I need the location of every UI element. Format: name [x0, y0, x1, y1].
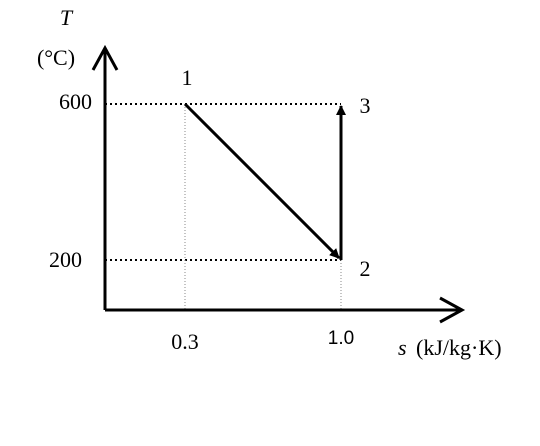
y-unit: (°C) — [37, 45, 75, 70]
point-label: 1 — [182, 65, 193, 90]
point-label: 2 — [360, 256, 371, 281]
x-label: s — [398, 335, 407, 360]
y-tick-label: 600 — [59, 89, 92, 114]
x-axis-arrow — [439, 296, 466, 324]
x-unit: (kJ/kg·K) — [416, 335, 502, 360]
y-label: T — [60, 5, 74, 30]
x-tick-label: 1.0 — [328, 328, 354, 349]
point-label: 3 — [360, 93, 371, 118]
y-axis-arrow — [91, 44, 119, 71]
y-tick-label: 200 — [49, 247, 82, 272]
x-tick-label: 0.3 — [171, 329, 199, 354]
process-1-2 — [183, 102, 341, 260]
